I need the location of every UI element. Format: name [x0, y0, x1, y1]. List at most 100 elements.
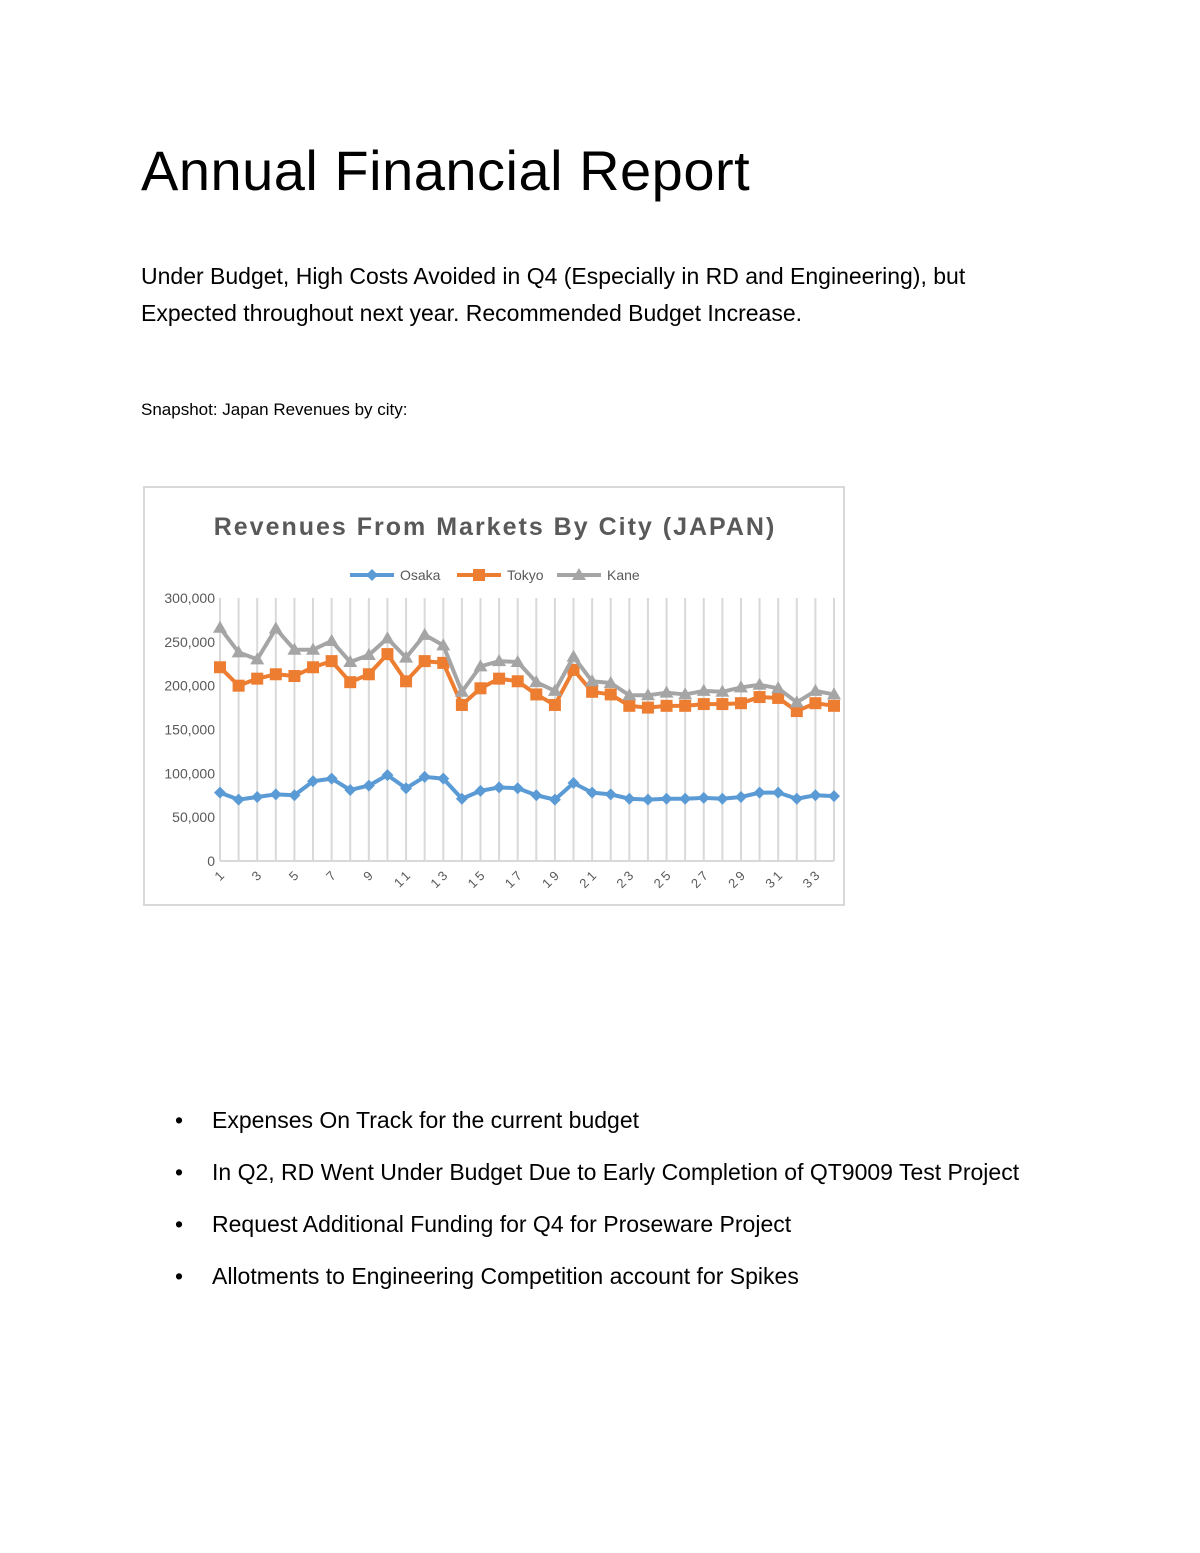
data-point-osaka — [269, 788, 282, 801]
data-point-tokyo — [325, 655, 338, 668]
series-line-kane — [218, 626, 835, 705]
x-tick-label: 5 — [286, 866, 304, 884]
data-point-osaka — [790, 792, 803, 805]
x-tick-label: 27 — [688, 866, 713, 891]
x-tick-label: 13 — [427, 866, 452, 891]
data-point-osaka — [828, 790, 840, 803]
x-tick-label: 11 — [391, 866, 415, 890]
data-point-osaka — [437, 772, 450, 785]
x-tick-label: 33 — [800, 866, 825, 891]
legend-label: Tokyo — [507, 567, 544, 583]
data-point-kane — [678, 687, 693, 700]
bullet-text: Allotments to Engineering Competition ac… — [212, 1263, 799, 1289]
data-point-osaka — [548, 793, 561, 806]
summary-text: Under Budget, High Costs Avoided in Q4 (… — [141, 263, 966, 326]
data-point-tokyo — [641, 701, 654, 714]
data-point-tokyo — [344, 676, 357, 689]
data-point-tokyo — [381, 648, 394, 661]
data-point-tokyo — [251, 672, 264, 685]
data-point-kane — [603, 676, 618, 689]
data-point-osaka — [567, 776, 580, 789]
page-title: Annual Financial Report — [141, 139, 751, 202]
y-tick-label: 250,000 — [164, 634, 215, 650]
data-point-kane — [529, 675, 544, 688]
data-point-kane — [287, 642, 302, 655]
data-point-kane — [250, 652, 265, 665]
legend-marker-tokyo — [473, 569, 485, 581]
data-point-osaka — [493, 781, 506, 794]
snapshot-label: Snapshot: Japan Revenues by city: — [141, 400, 408, 419]
data-point-kane — [361, 647, 376, 660]
bullet-list: • Expenses On Track for the current budge… — [175, 1102, 1035, 1310]
legend-marker-kane — [572, 568, 586, 580]
data-point-osaka — [772, 786, 785, 799]
x-tick-label: 31 — [762, 866, 787, 891]
data-point-tokyo — [716, 698, 729, 711]
data-point-kane — [771, 681, 786, 694]
data-point-tokyo — [586, 685, 599, 698]
data-point-kane — [696, 683, 711, 696]
y-tick-label: 300,000 — [164, 590, 215, 606]
data-point-tokyo — [809, 697, 822, 710]
data-point-tokyo — [604, 688, 617, 701]
data-point-kane — [827, 687, 841, 700]
bullet-icon: • — [175, 1159, 184, 1185]
data-point-tokyo — [511, 675, 524, 688]
data-point-osaka — [809, 789, 822, 802]
data-point-osaka — [734, 791, 747, 804]
data-point-kane — [622, 688, 637, 701]
data-point-tokyo — [828, 699, 840, 712]
data-point-osaka — [641, 793, 654, 806]
data-point-tokyo — [734, 697, 747, 710]
data-point-osaka — [455, 792, 468, 805]
data-point-osaka — [307, 775, 320, 788]
legend-marker-osaka — [366, 569, 378, 581]
data-point-tokyo — [288, 670, 301, 683]
bullet-icon: • — [175, 1211, 184, 1237]
y-tick-label: 150,000 — [164, 722, 215, 738]
data-point-tokyo — [455, 698, 468, 711]
data-point-osaka — [753, 786, 766, 799]
x-tick-label: 9 — [360, 866, 378, 884]
data-point-kane — [436, 638, 451, 651]
data-point-tokyo — [530, 688, 543, 701]
data-point-kane — [789, 695, 804, 708]
series-line-osaka — [219, 773, 835, 802]
y-tick-label: 200,000 — [164, 678, 215, 694]
data-point-osaka — [511, 782, 524, 795]
data-point-osaka — [362, 779, 375, 792]
data-point-kane — [343, 654, 358, 667]
data-point-osaka — [716, 792, 729, 805]
x-tick-label: 17 — [502, 866, 527, 891]
data-point-tokyo — [679, 699, 692, 712]
bullet-icon: • — [175, 1263, 184, 1289]
data-point-kane — [306, 642, 321, 655]
data-point-tokyo — [548, 698, 561, 711]
data-point-kane — [454, 684, 469, 697]
y-tick-label: 100,000 — [164, 765, 215, 781]
data-point-tokyo — [400, 675, 413, 688]
revenue-chart: Revenues From Markets By City (JAPAN) 0 5… — [143, 486, 845, 906]
y-tick-label: 50,000 — [172, 809, 215, 825]
data-point-kane — [715, 684, 730, 697]
bullet-text: In Q2, RD Went Under Budget Due to Early… — [212, 1159, 1020, 1185]
x-tick-label: 15 — [465, 866, 490, 891]
data-point-osaka — [232, 793, 245, 806]
data-point-tokyo — [772, 691, 785, 704]
x-tick-label: 23 — [613, 866, 638, 891]
x-tick-label: 25 — [651, 866, 676, 891]
data-point-osaka — [530, 789, 543, 802]
data-point-osaka — [325, 772, 338, 785]
data-point-osaka — [697, 791, 710, 804]
bullet-text: Request Additional Funding for Q4 for Pr… — [212, 1211, 792, 1237]
data-point-osaka — [604, 788, 617, 801]
data-point-osaka — [474, 784, 487, 797]
data-point-kane — [492, 654, 507, 667]
data-point-tokyo — [269, 668, 282, 681]
data-point-kane — [659, 685, 674, 698]
legend-label: Kane — [607, 567, 640, 583]
data-point-kane — [417, 627, 432, 640]
data-point-tokyo — [232, 679, 245, 692]
data-point-osaka — [214, 786, 226, 799]
data-point-osaka — [251, 791, 264, 804]
